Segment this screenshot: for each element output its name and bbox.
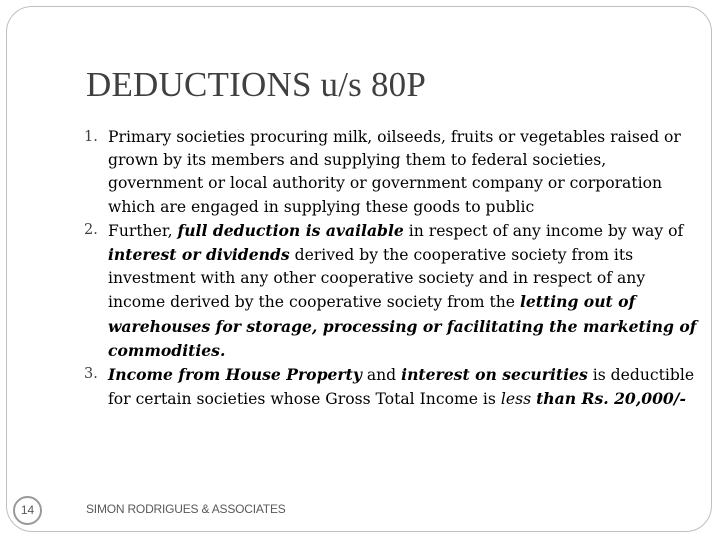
list-item-text: derived by the cooperative society from …	[108, 246, 646, 312]
list-item-text: is deductible for certain societies whos…	[108, 366, 695, 409]
list-item-text: Further,	[108, 221, 178, 240]
list-item-number: 2.	[84, 221, 98, 238]
list-item: 1. Primary societies procuring milk, oils…	[84, 126, 698, 219]
emphasis-text: than Rs. 20,000/-	[536, 389, 686, 409]
footer-firm-name: SIMON RODRIGUES & ASSOCIATES	[86, 502, 286, 516]
deduction-list: 1. Primary societies procuring milk, oils…	[84, 126, 698, 411]
list-item-text: in respect of any income by way of	[403, 221, 684, 240]
list-item: 3. Income from House Property and interes…	[84, 363, 698, 411]
slide: DEDUCTIONS u/s 80P 1. Primary societies p…	[6, 6, 712, 532]
list-item-number: 3.	[84, 366, 98, 383]
list-item-text: Primary societies procuring milk, oilsee…	[108, 128, 681, 216]
emphasis-text: interest or dividends	[108, 245, 290, 265]
emphasis-text: letting out of warehouses for storage, p…	[108, 292, 697, 360]
page-number-badge: 14	[13, 496, 42, 525]
slide-title: DEDUCTIONS u/s 80P	[86, 65, 427, 104]
emphasis-text: Income from House Property	[108, 365, 362, 385]
list-item-text: and	[361, 366, 402, 385]
emphasis-text: full deduction is available	[177, 220, 404, 240]
list-item: 2. Further, full deduction is available i…	[84, 219, 698, 363]
emphasis-text: interest on securities	[401, 365, 588, 385]
list-item-number: 1.	[84, 129, 98, 145]
emphasis-text: less	[500, 390, 532, 409]
